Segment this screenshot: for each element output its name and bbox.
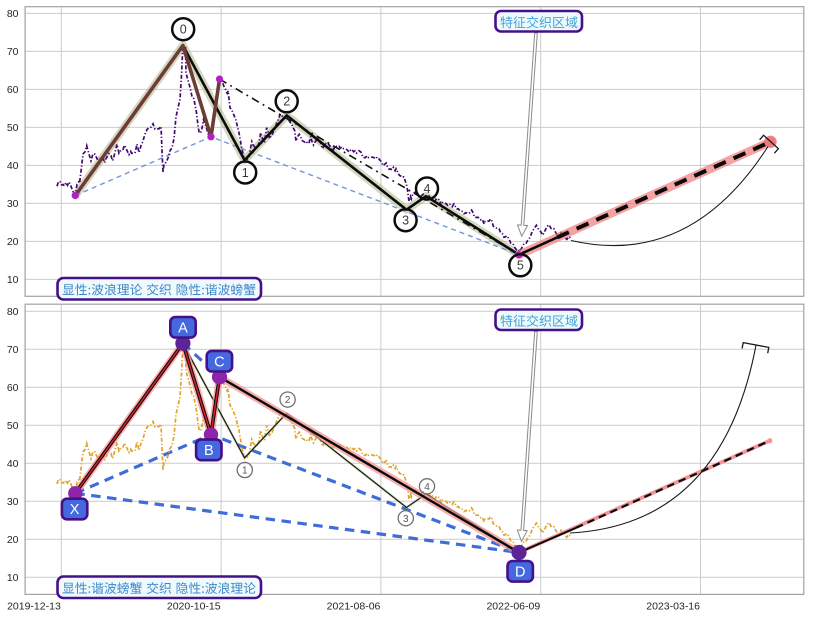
svg-text:70: 70 — [7, 46, 19, 58]
svg-text:80: 80 — [7, 8, 19, 20]
svg-text:4: 4 — [424, 482, 430, 493]
svg-text:20: 20 — [7, 236, 19, 248]
svg-text:2: 2 — [285, 395, 291, 406]
svg-text:2019-12-13: 2019-12-13 — [7, 601, 61, 613]
svg-text:40: 40 — [7, 458, 19, 470]
svg-text:80: 80 — [7, 306, 19, 318]
svg-text:2020-10-15: 2020-10-15 — [167, 601, 221, 613]
svg-text:1: 1 — [242, 166, 249, 180]
svg-text:40: 40 — [7, 160, 19, 172]
svg-text:2023-03-16: 2023-03-16 — [646, 601, 700, 613]
svg-text:2021-08-06: 2021-08-06 — [327, 601, 381, 613]
svg-text:X: X — [70, 502, 80, 518]
svg-text:4: 4 — [424, 182, 431, 196]
svg-text:2022-06-09: 2022-06-09 — [486, 601, 540, 613]
svg-text:50: 50 — [7, 122, 19, 134]
svg-text:5: 5 — [517, 259, 524, 273]
svg-text:50: 50 — [7, 420, 19, 432]
svg-text:70: 70 — [7, 344, 19, 356]
svg-text:C: C — [214, 354, 224, 370]
svg-text:30: 30 — [7, 496, 19, 508]
svg-text:60: 60 — [7, 382, 19, 394]
svg-text:A: A — [178, 321, 188, 337]
svg-text:2: 2 — [283, 95, 290, 109]
svg-text:3: 3 — [403, 514, 409, 525]
svg-text:0: 0 — [180, 23, 187, 37]
svg-text:3: 3 — [402, 214, 409, 228]
svg-text:10: 10 — [7, 274, 19, 286]
svg-text:60: 60 — [7, 84, 19, 96]
svg-text:10: 10 — [7, 572, 19, 584]
svg-text:D: D — [515, 565, 525, 581]
svg-text:30: 30 — [7, 198, 19, 210]
svg-text:20: 20 — [7, 534, 19, 546]
svg-text:B: B — [204, 443, 214, 459]
svg-text:1: 1 — [242, 466, 248, 477]
